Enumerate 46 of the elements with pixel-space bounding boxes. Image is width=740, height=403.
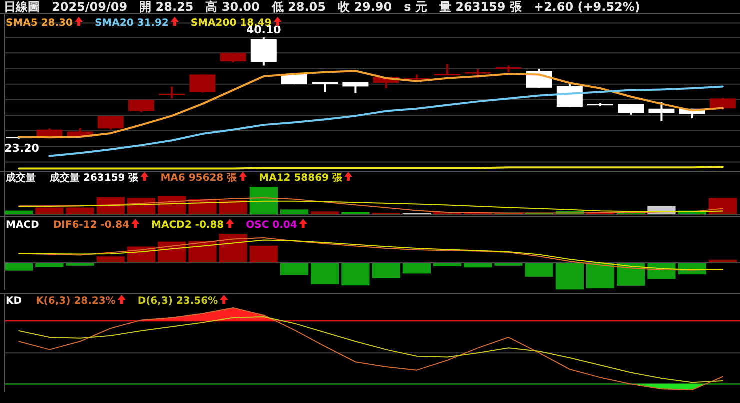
bar [342, 263, 370, 286]
chart-title: KD [6, 296, 22, 307]
bar [586, 263, 615, 289]
series-label: D(6,3) 23.56% [138, 296, 218, 307]
text: 收 29.90 [338, 0, 392, 14]
series-label: MACD2 -0.88 [152, 220, 224, 231]
text: SMA20 31.92 [94, 18, 169, 29]
bar [708, 198, 737, 215]
candlestick [312, 82, 338, 94]
bar [525, 263, 554, 277]
bar [250, 187, 278, 215]
text: SMA5 28.30 [6, 18, 74, 29]
bar [219, 234, 248, 263]
annotation: 23.20 [4, 142, 40, 155]
text: +2.60 (+9.52%) [534, 0, 640, 14]
chart-title: MACD [6, 220, 40, 231]
series-label: K(6,3) 28.23% [36, 296, 116, 307]
candlestick [434, 62, 461, 76]
series-label: MA6 95628 張 [160, 172, 238, 184]
bar [250, 246, 278, 263]
candlestick [648, 101, 675, 122]
text: 低 28.05 [270, 0, 326, 14]
bar [5, 263, 34, 271]
text: 高 30.00 [206, 0, 260, 14]
text: 成交量 263159 張 [49, 172, 140, 184]
bar [311, 263, 340, 284]
chart-title: 成交量 [5, 172, 36, 184]
bar [36, 208, 64, 215]
bar [36, 263, 64, 268]
bar [280, 263, 309, 276]
text: 量 263159 張 [438, 0, 523, 14]
bar [372, 263, 400, 278]
series-label: DIF6-12 -0.84 [53, 220, 130, 231]
bar [280, 210, 309, 215]
bar [556, 263, 584, 290]
bar [66, 208, 94, 215]
text: 開 28.25 [140, 0, 194, 14]
text: 2025/09/09 [52, 0, 128, 14]
text: 日線圖 [4, 0, 40, 14]
candlestick [159, 86, 186, 100]
bar [219, 200, 248, 215]
bar [402, 263, 431, 274]
bar [96, 256, 125, 263]
text: OSC 0.04 [246, 220, 298, 231]
series-label: MA12 58869 張 [259, 172, 344, 184]
text: s 元 [404, 0, 428, 14]
